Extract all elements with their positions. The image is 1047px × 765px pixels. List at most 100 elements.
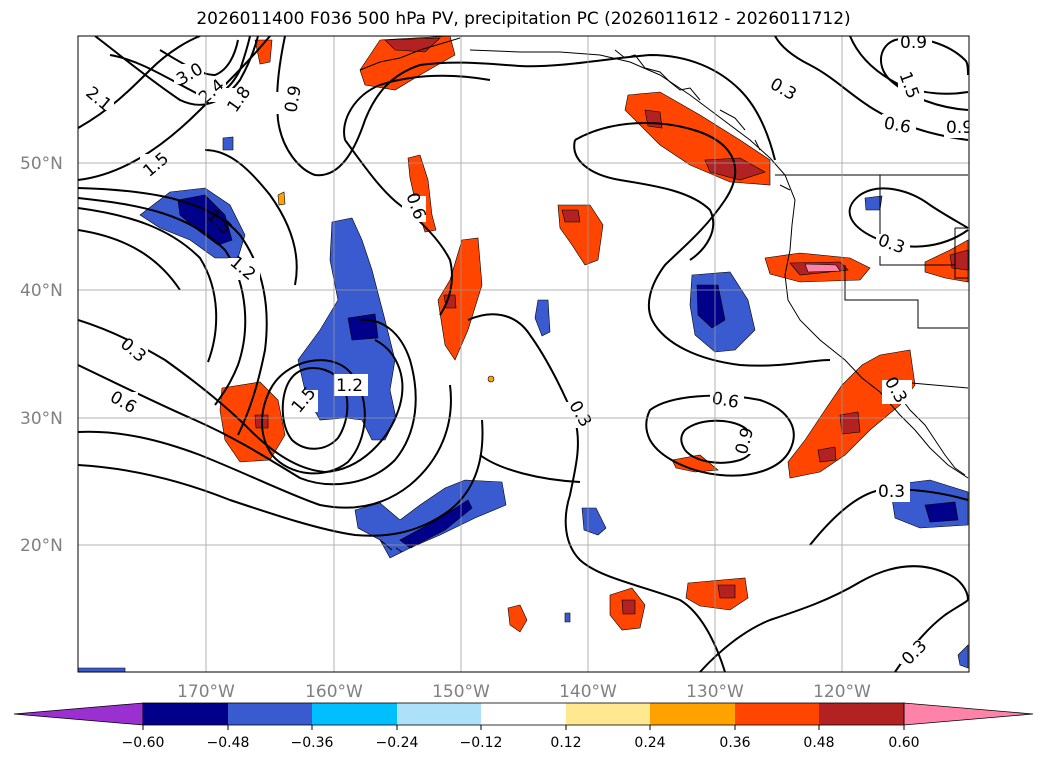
pv-contour (78, 36, 201, 129)
map-title: 2026011400 F036 500 hPa PV, precipitatio… (196, 9, 851, 29)
colorbar-bin (397, 703, 481, 725)
precip-blob-negative (354, 479, 507, 559)
colorbar-ticks (142, 725, 905, 730)
precip-blob-negative (347, 313, 379, 341)
contour-label-box (876, 480, 910, 502)
colorbar-bin (228, 703, 312, 725)
lon-label: 170°W (177, 682, 235, 702)
lat-label: 20°N (20, 536, 63, 556)
precip-blob-positive (717, 584, 736, 599)
pv-contour (159, 39, 239, 77)
contour-label-box (108, 392, 138, 414)
contour-label-box (222, 88, 252, 108)
contour-label: 0.9 (900, 33, 927, 53)
precip-blob-positive (671, 454, 719, 473)
precip-blob-negative (534, 299, 551, 337)
contour-label-box (882, 380, 912, 404)
colorbar-tick-label: 0.48 (803, 735, 834, 751)
pv-contour (94, 36, 259, 106)
lat-label: 40°N (20, 281, 63, 301)
lat-label: 30°N (20, 409, 63, 429)
contour-label: 0.6 (882, 114, 912, 138)
colorbar-bin (312, 703, 397, 725)
contour-label-box (276, 92, 300, 114)
north-america-coastline (359, 37, 969, 479)
state-border (844, 265, 968, 329)
longitude-labels: 170°W 160°W 150°W 140°W 130°W 120°W (177, 682, 871, 702)
colorbar-tick-label: −0.36 (291, 735, 334, 751)
lon-label: 120°W (813, 682, 871, 702)
pv-contour (479, 454, 581, 483)
precip-blob-negative (564, 612, 571, 623)
contour-label-box (174, 64, 204, 84)
colorbar-bin (650, 703, 735, 725)
contour-label-box (288, 390, 318, 412)
precip-blob-positive (817, 446, 837, 463)
lon-label: 130°W (686, 682, 744, 702)
contour-label-box (730, 430, 756, 454)
colorbar-bin (143, 703, 228, 725)
colorbar-tick-label: 0.24 (634, 735, 665, 751)
pv-contour (261, 359, 366, 475)
colorbar-extend-max (903, 702, 1034, 726)
precip-blob-negative (924, 501, 959, 523)
state-border (879, 175, 955, 266)
precip-blob-positive (507, 604, 528, 633)
map-area: 3.0 2.4 1.8 2.1 0.9 1.5 0.6 1.2 1.2 1.5 … (78, 33, 969, 672)
baja-coastline (894, 389, 966, 476)
pv-contour (78, 318, 417, 486)
colorbar-bin (735, 703, 819, 725)
pv-contour (699, 565, 969, 672)
colorbar-tick-label: −0.48 (207, 735, 250, 751)
precip-blob-positive (924, 239, 969, 283)
colorbar-tick-label: −0.60 (122, 735, 165, 751)
precip-blob-negative (864, 195, 883, 211)
colorbar-tick-label: 0.60 (888, 735, 919, 751)
contour-label-box (898, 74, 924, 102)
contour-label-box (228, 258, 260, 280)
lon-label: 160°W (305, 682, 363, 702)
pv-contour (78, 229, 181, 291)
coastlines (359, 37, 969, 553)
precip-blob-negative (399, 499, 473, 549)
precip-blob-positive (277, 191, 286, 206)
island-chain (614, 49, 791, 191)
pv-contour (78, 384, 452, 509)
pv-contour (276, 36, 776, 177)
lon-label: 150°W (432, 682, 490, 702)
colorbar-bin (819, 703, 904, 725)
lat-label: 50°N (20, 154, 63, 174)
precip-blob-negative (222, 136, 234, 151)
pv-contour (574, 121, 831, 367)
contour-label-box (196, 82, 226, 102)
pv-contour (204, 149, 298, 286)
contour-label-box (118, 340, 148, 362)
pv-contour (343, 74, 491, 141)
pv-contour (467, 313, 726, 672)
pv-contour (774, 36, 969, 141)
state-border (954, 227, 968, 279)
map-frame (77, 35, 970, 673)
lon-label: 140°W (559, 682, 617, 702)
latitude-labels: 50°N 40°N 30°N 20°N (20, 154, 63, 556)
contour-label-box (944, 116, 969, 138)
pv-contour (78, 197, 247, 406)
contour-label-box (882, 114, 916, 136)
precip-blob-negative (78, 667, 126, 672)
precip-blob-negative (177, 194, 233, 246)
colorbar-outline (142, 702, 905, 726)
precip-blob-positive (839, 411, 861, 435)
pv-contour (78, 419, 484, 537)
colorbar-tick-label: −0.12 (460, 735, 503, 751)
contour-label: 0.9 (281, 84, 305, 114)
contour-label: 0.3 (878, 482, 905, 502)
contour-label-box (566, 402, 596, 428)
colorbar-tick-label: 0.12 (550, 735, 581, 751)
contour-label-box (710, 390, 744, 412)
contour-label-box (402, 196, 426, 222)
precip-blob-positive (487, 375, 495, 383)
colorbar-bin (566, 703, 650, 725)
pv-contour (78, 207, 218, 363)
precip-blob-negative (297, 217, 397, 441)
